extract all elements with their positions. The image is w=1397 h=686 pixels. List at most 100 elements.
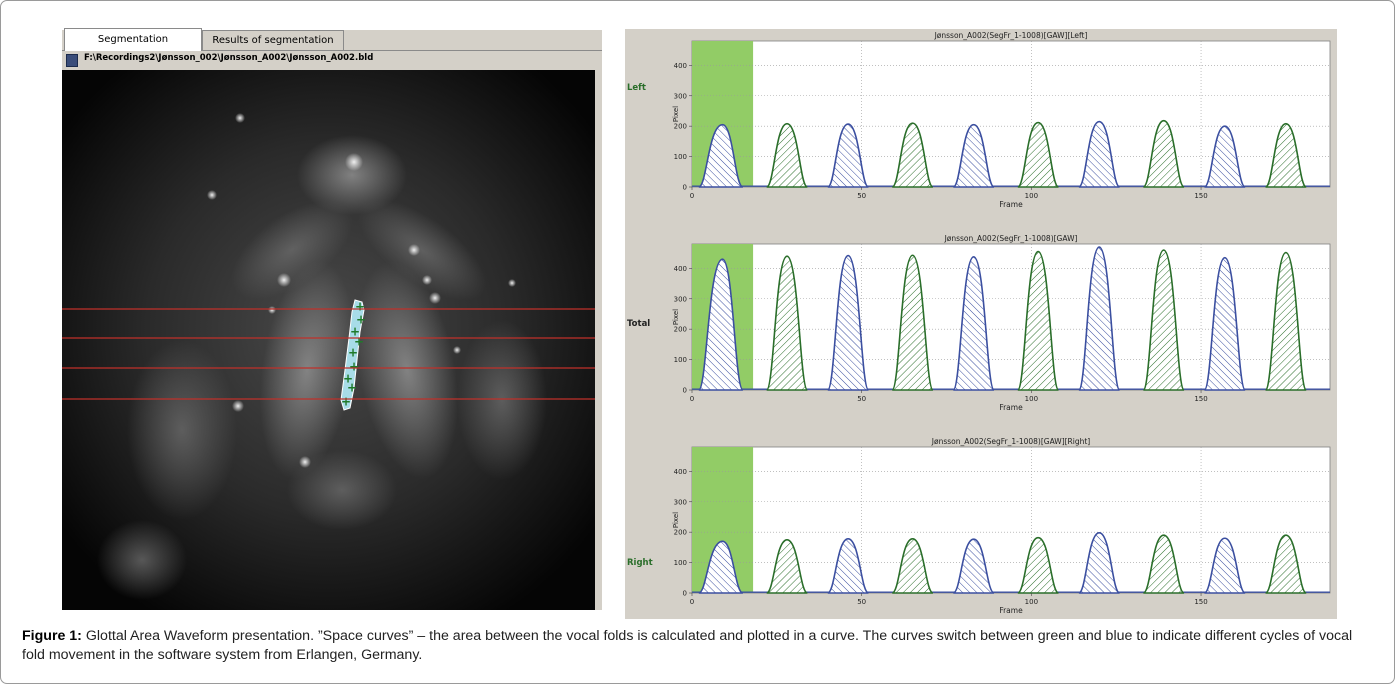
gaw-chart-left: Jønsson_A002(SegFr_1-1008)[GAW][Left] 0 10… xyxy=(627,31,1331,209)
file-path-bar: F:\Recordings2\Jønsson_002\Jønsson_A002\… xyxy=(62,52,602,68)
glottal-cycle-curve xyxy=(952,538,995,594)
tab-bar: Segmentation Results of segmentation xyxy=(62,28,602,51)
specular-highlight xyxy=(429,292,441,304)
x-tick-label: 150 xyxy=(1194,395,1207,403)
gaw-chart-right: Jønsson_A002(SegFr_1-1008)[GAW][Right] 0 1… xyxy=(627,437,1331,615)
specular-highlight xyxy=(299,456,311,468)
glottal-cycle-curve xyxy=(765,538,809,594)
y-axis-label: Pixel xyxy=(672,512,680,528)
y-tick-label: 400 xyxy=(674,265,687,273)
gaw-charts: Jønsson_A002(SegFr_1-1008)[GAW][Left] 0 10… xyxy=(627,31,1331,615)
specular-highlight xyxy=(235,113,245,123)
x-tick-label: 100 xyxy=(1025,395,1038,403)
chart-title: Jønsson_A002(SegFr_1-1008)[GAW] xyxy=(944,234,1078,243)
tab-segmentation[interactable]: Segmentation xyxy=(64,28,202,51)
right-aryepiglottic-fold xyxy=(357,199,487,301)
specular-highlight xyxy=(508,279,516,287)
waveform-panel: Jønsson_A002(SegFr_1-1008)[GAW][Left] 0 10… xyxy=(625,29,1337,619)
tab-results-of-segmentation[interactable]: Results of segmentation xyxy=(202,30,344,50)
segmentation-marker: + xyxy=(349,360,359,374)
segmentation-marker: + xyxy=(343,372,353,386)
glottal-cycle-curve xyxy=(698,123,744,188)
left-aryepiglottic-fold xyxy=(231,200,353,300)
glottal-cycle-curve xyxy=(1264,251,1308,391)
glottal-cycle-curve xyxy=(698,540,744,594)
specular-highlight xyxy=(277,273,291,287)
y-axis-label: Pixel xyxy=(672,106,680,122)
glottal-cycle-curve xyxy=(1017,250,1060,391)
y-tick-label: 100 xyxy=(674,153,687,161)
segmentation-markers: +++++++++ xyxy=(341,300,366,409)
glottal-cycle-curve xyxy=(1203,256,1246,391)
y-tick-label: 100 xyxy=(674,356,687,364)
x-tick-label: 0 xyxy=(690,192,694,200)
glottal-cycle-curve xyxy=(1078,531,1121,594)
glottal-cycle-curve xyxy=(698,258,744,391)
segmentation-marker: + xyxy=(350,325,360,339)
x-tick-label: 100 xyxy=(1025,598,1038,606)
right-vocal-fold xyxy=(356,261,458,479)
glottal-cycle-curve xyxy=(952,255,995,391)
specular-highlight xyxy=(207,190,217,200)
y-tick-label: 0 xyxy=(683,590,687,598)
x-tick-label: 150 xyxy=(1194,192,1207,200)
glottal-cycle-curve xyxy=(891,122,934,188)
glottal-cycle-curve xyxy=(826,123,870,188)
x-tick-label: 50 xyxy=(857,192,866,200)
x-tick-label: 0 xyxy=(690,598,694,606)
glottal-cycle-curve xyxy=(1078,246,1121,391)
endoscopy-video-frame[interactable]: + + + + + + + + + xyxy=(62,70,595,610)
specular-highlight xyxy=(232,400,244,412)
left-vocal-fold xyxy=(259,260,355,480)
side-label: Left xyxy=(627,83,646,93)
segmentation-marker: + xyxy=(341,395,351,409)
y-tick-label: 400 xyxy=(674,468,687,476)
glottal-cycle-curve xyxy=(1078,120,1121,188)
glottal-cycle-curve xyxy=(1203,537,1246,594)
x-tick-label: 50 xyxy=(857,598,866,606)
segmentation-panel: Segmentation Results of segmentation F:\… xyxy=(62,28,602,610)
y-tick-label: 400 xyxy=(674,62,687,70)
y-tick-label: 200 xyxy=(674,326,687,334)
specular-highlight xyxy=(422,275,432,285)
specular-highlight xyxy=(408,244,420,256)
segmentation-marker: + xyxy=(355,300,365,314)
segmentation-marker: + xyxy=(354,335,364,349)
x-tick-label: 0 xyxy=(690,395,694,403)
y-tick-label: 300 xyxy=(674,295,687,303)
x-axis-label: Frame xyxy=(999,403,1023,412)
glottal-cycle-curve xyxy=(1142,534,1185,594)
glottal-cycle-curve xyxy=(1142,249,1185,391)
glottal-cycle-curve xyxy=(826,538,870,594)
right-tissue-shadow xyxy=(457,320,547,480)
scrollbar-track[interactable] xyxy=(595,70,602,610)
glottal-cycle-curve xyxy=(952,123,995,188)
caption-text: Glottal Area Waveform presentation. ”Spa… xyxy=(22,628,1353,663)
glottal-cycle-curve xyxy=(1017,536,1060,594)
y-tick-label: 300 xyxy=(674,498,687,506)
glottal-cycle-curve xyxy=(826,254,870,391)
larynx-image: +++++++++ xyxy=(62,70,595,610)
y-tick-label: 0 xyxy=(683,184,687,192)
figure-caption: Figure 1: Glottal Area Waveform presenta… xyxy=(22,627,1372,665)
epiglottis-region xyxy=(297,135,407,215)
x-tick-label: 100 xyxy=(1025,192,1038,200)
segmentation-marker: + xyxy=(348,346,358,360)
left-tissue-shadow xyxy=(127,340,237,520)
glottal-cycle-curve xyxy=(1142,119,1185,188)
y-tick-label: 200 xyxy=(674,123,687,131)
segmentation-marker: + xyxy=(356,313,366,327)
x-tick-label: 150 xyxy=(1194,598,1207,606)
x-axis-label: Frame xyxy=(999,606,1023,615)
y-tick-label: 300 xyxy=(674,92,687,100)
segmentation-marker: + xyxy=(347,381,357,395)
y-axis-label: Pixel xyxy=(672,309,680,325)
x-tick-label: 50 xyxy=(857,395,866,403)
chart-title: Jønsson_A002(SegFr_1-1008)[GAW][Left] xyxy=(934,31,1088,40)
gaw-chart-total: Jønsson_A002(SegFr_1-1008)[GAW] 0 100 200 30… xyxy=(627,234,1331,412)
specular-highlight xyxy=(268,306,276,314)
file-icon xyxy=(66,54,78,67)
glottal-cycle-curve xyxy=(1017,121,1060,188)
glottal-cycle-curve xyxy=(891,254,934,391)
glottal-cycle-curve xyxy=(891,538,934,594)
